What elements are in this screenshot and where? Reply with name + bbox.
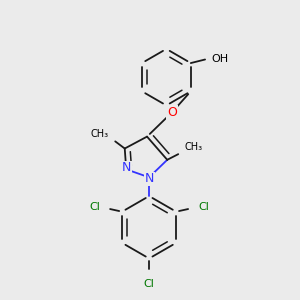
Text: OH: OH: [211, 54, 228, 64]
Text: Cl: Cl: [198, 202, 209, 212]
Text: O: O: [167, 106, 177, 119]
Text: Cl: Cl: [144, 279, 154, 289]
Text: N: N: [122, 161, 131, 174]
Text: N: N: [144, 172, 154, 185]
Text: CH₃: CH₃: [184, 142, 202, 152]
Text: CH₃: CH₃: [91, 129, 109, 139]
Text: Cl: Cl: [89, 202, 100, 212]
